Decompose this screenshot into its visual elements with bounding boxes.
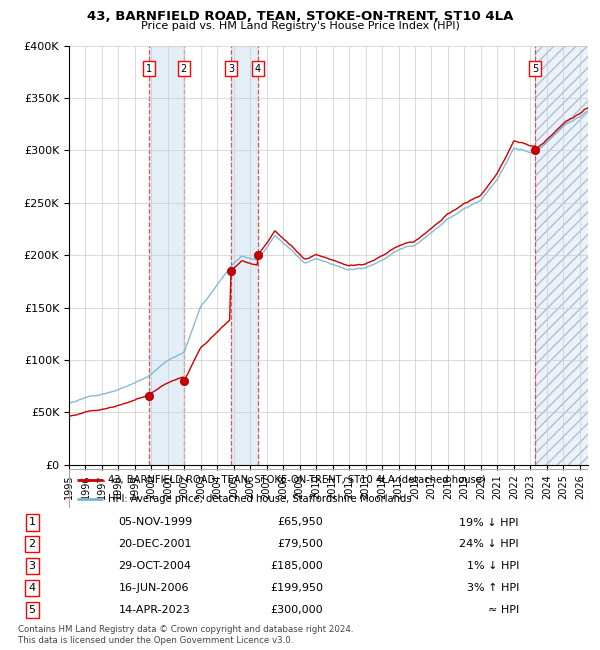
Text: 2: 2	[29, 540, 36, 549]
Text: 05-NOV-1999: 05-NOV-1999	[119, 517, 193, 527]
Text: 43, BARNFIELD ROAD, TEAN, STOKE-ON-TRENT, ST10 4LA (detached house): 43, BARNFIELD ROAD, TEAN, STOKE-ON-TRENT…	[108, 475, 485, 485]
Text: 16-JUN-2006: 16-JUN-2006	[119, 583, 189, 593]
Text: 3: 3	[29, 561, 35, 571]
Bar	[535, 46, 588, 465]
Text: 29-OCT-2004: 29-OCT-2004	[119, 561, 191, 571]
Text: 4: 4	[29, 583, 36, 593]
Bar	[535, 46, 588, 465]
Text: £199,950: £199,950	[270, 583, 323, 593]
Text: 19% ↓ HPI: 19% ↓ HPI	[460, 517, 519, 527]
Bar	[231, 46, 258, 465]
Text: 3% ↑ HPI: 3% ↑ HPI	[467, 583, 519, 593]
Bar	[149, 46, 184, 465]
Text: 5: 5	[532, 64, 538, 73]
Text: ≈ HPI: ≈ HPI	[488, 605, 519, 615]
Text: 1: 1	[29, 517, 35, 527]
Text: 20-DEC-2001: 20-DEC-2001	[119, 540, 192, 549]
Text: 4: 4	[255, 64, 261, 73]
Text: £79,500: £79,500	[277, 540, 323, 549]
Text: 1% ↓ HPI: 1% ↓ HPI	[467, 561, 519, 571]
Text: 24% ↓ HPI: 24% ↓ HPI	[459, 540, 519, 549]
Text: HPI: Average price, detached house, Staffordshire Moorlands: HPI: Average price, detached house, Staf…	[108, 493, 412, 504]
Text: £65,950: £65,950	[277, 517, 323, 527]
Text: 43, BARNFIELD ROAD, TEAN, STOKE-ON-TRENT, ST10 4LA: 43, BARNFIELD ROAD, TEAN, STOKE-ON-TRENT…	[87, 10, 513, 23]
Text: £185,000: £185,000	[270, 561, 323, 571]
Text: 5: 5	[29, 605, 35, 615]
Text: Price paid vs. HM Land Registry's House Price Index (HPI): Price paid vs. HM Land Registry's House …	[140, 21, 460, 31]
Text: £300,000: £300,000	[271, 605, 323, 615]
Text: 2: 2	[181, 64, 187, 73]
Text: Contains HM Land Registry data © Crown copyright and database right 2024.: Contains HM Land Registry data © Crown c…	[18, 625, 353, 634]
Text: 3: 3	[228, 64, 234, 73]
Text: This data is licensed under the Open Government Licence v3.0.: This data is licensed under the Open Gov…	[18, 636, 293, 645]
Text: 14-APR-2023: 14-APR-2023	[119, 605, 190, 615]
Text: 1: 1	[146, 64, 152, 73]
